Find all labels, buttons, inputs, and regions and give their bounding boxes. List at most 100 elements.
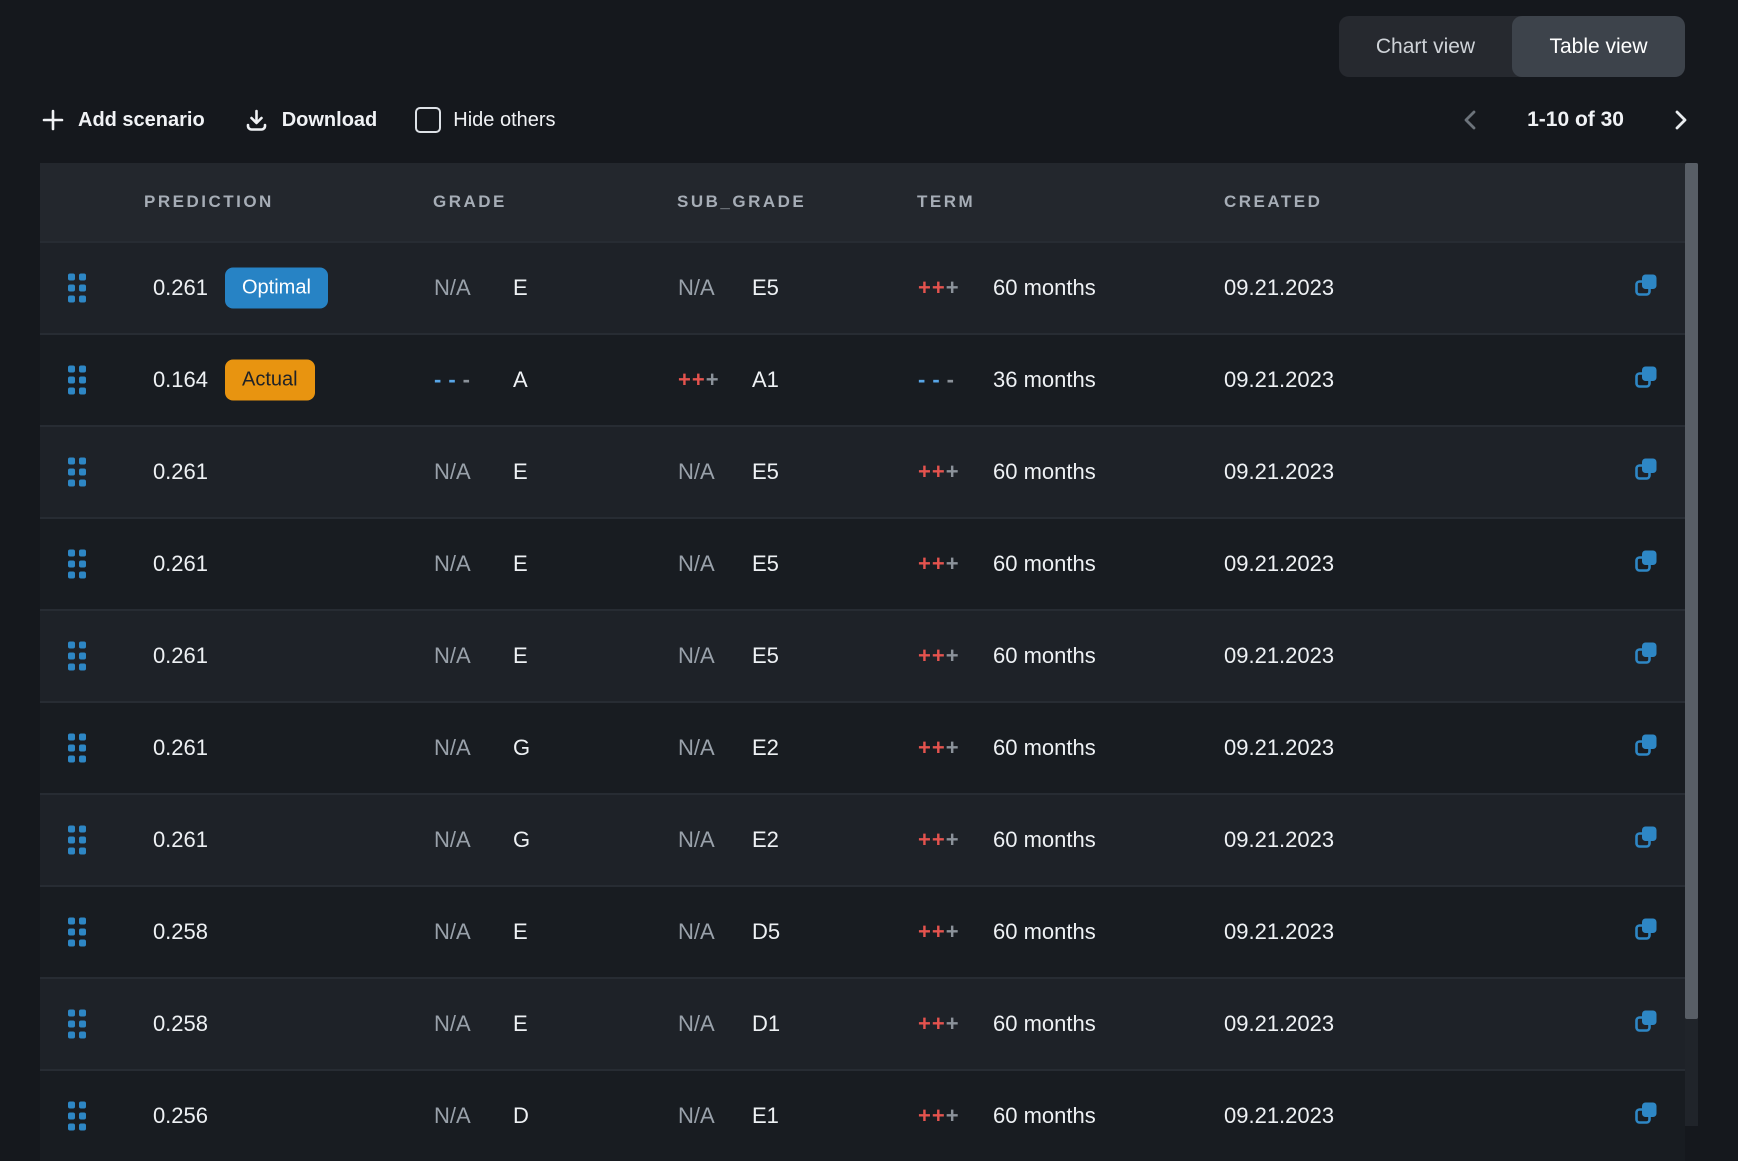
sub-grade-value: E2 <box>752 735 779 760</box>
drag-handle-icon[interactable] <box>68 457 86 487</box>
created-date: 09.21.2023 <box>1224 1103 1335 1128</box>
table-row: 0.258 N/A E N/A D5 + + + 60 months 09.21.2023 <box>40 885 1685 977</box>
na-label: N/A <box>434 827 471 852</box>
column-header-grade: GRADE <box>433 192 507 211</box>
duplicate-row-button[interactable] <box>1632 731 1660 765</box>
duplicate-row-button[interactable] <box>1632 455 1660 489</box>
duplicate-row-button[interactable] <box>1632 547 1660 581</box>
term-value: 60 months <box>993 643 1096 668</box>
grade-value: A <box>513 367 528 392</box>
term-value: 60 months <box>993 827 1096 852</box>
optimal-badge: Optimal <box>225 267 328 309</box>
table-row: 0.164 Actual - - - A + + + A1 - - - 36 months 09.21.20… <box>40 333 1685 425</box>
duplicate-row-button[interactable] <box>1632 823 1660 857</box>
duplicate-icon <box>1635 918 1657 940</box>
scrollbar-thumb[interactable] <box>1685 163 1698 1019</box>
chart-view-tab[interactable]: Chart view <box>1375 34 1476 58</box>
grade-value: E <box>513 643 528 668</box>
plus-indicator-icon: + + + <box>918 735 959 760</box>
prediction-value: 0.261 <box>152 275 208 300</box>
drag-handle-icon[interactable] <box>68 917 86 947</box>
drag-handle-icon[interactable] <box>68 1009 86 1039</box>
na-label: N/A <box>678 827 715 852</box>
created-date: 09.21.2023 <box>1224 551 1335 576</box>
sub-grade-value: D1 <box>752 1011 781 1036</box>
duplicate-icon <box>1635 734 1657 756</box>
duplicate-row-button[interactable] <box>1632 363 1660 397</box>
na-label: N/A <box>678 735 715 760</box>
grade-value: E <box>513 275 528 300</box>
chevron-right-icon <box>1675 110 1687 130</box>
hide-others-checkbox[interactable] <box>415 107 442 133</box>
duplicate-row-button[interactable] <box>1632 1007 1660 1041</box>
download-button[interactable]: Download <box>243 107 377 134</box>
plus-indicator-icon: + + + <box>918 275 959 300</box>
na-label: N/A <box>434 1103 471 1128</box>
duplicate-row-button[interactable] <box>1632 915 1660 949</box>
duplicate-row-button[interactable] <box>1632 639 1660 673</box>
download-icon <box>246 109 267 131</box>
add-scenario-button[interactable]: Add scenario <box>40 107 205 133</box>
table-row: 0.261 N/A E N/A E5 + + + 60 months 09.21.2023 <box>40 425 1685 517</box>
plus-indicator-icon: + + + <box>918 1011 959 1036</box>
grade-value: E <box>513 459 528 484</box>
hide-others-toggle[interactable]: Hide others <box>415 107 556 133</box>
prediction-value: 0.256 <box>152 1103 208 1128</box>
table-row: 0.261 N/A E N/A E5 + + + 60 months 09.21.2023 <box>40 609 1685 701</box>
prev-page-button[interactable] <box>1457 106 1485 134</box>
duplicate-row-button[interactable] <box>1632 271 1660 305</box>
table-row: 0.261 Optimal N/A E N/A E5 + + + 60 months 09.21.2… <box>40 241 1685 333</box>
prediction-value: 0.258 <box>152 1011 208 1036</box>
add-scenario-label: Add scenario <box>78 108 205 131</box>
next-page-button[interactable] <box>1666 106 1694 134</box>
na-label: N/A <box>434 275 471 300</box>
column-header-sub-grade: SUB_GRADE <box>677 192 807 211</box>
term-value: 60 months <box>993 1103 1096 1128</box>
duplicate-icon <box>1635 550 1657 572</box>
na-label: N/A <box>434 919 471 944</box>
drag-handle-icon[interactable] <box>68 641 86 671</box>
drag-handle-icon[interactable] <box>68 365 86 395</box>
term-value: 60 months <box>993 459 1096 484</box>
drag-handle-icon[interactable] <box>68 1101 86 1131</box>
prediction-value: 0.261 <box>152 827 208 852</box>
na-label: N/A <box>434 1011 471 1036</box>
vertical-scrollbar <box>1685 163 1698 1126</box>
na-label: N/A <box>678 1011 715 1036</box>
grade-value: E <box>513 1011 528 1036</box>
created-date: 09.21.2023 <box>1224 735 1335 760</box>
na-label: N/A <box>434 735 471 760</box>
plus-indicator-icon: + + + <box>918 643 959 668</box>
term-value: 60 months <box>993 919 1096 944</box>
na-label: N/A <box>678 1103 715 1128</box>
sub-grade-value: A1 <box>752 367 779 392</box>
table-row: 0.256 N/A D N/A E1 + + + 60 months 09.21.2023 <box>40 1069 1685 1161</box>
table-view-tab[interactable]: Table view <box>1512 16 1685 77</box>
plus-indicator-icon: + + + <box>678 367 719 392</box>
duplicate-icon <box>1635 642 1657 664</box>
na-label: N/A <box>678 551 715 576</box>
pagination-range-label: 1-10 of 30 <box>1527 108 1624 131</box>
sub-grade-value: E5 <box>752 551 779 576</box>
grade-value: D <box>513 1103 529 1128</box>
grade-value: E <box>513 551 528 576</box>
created-date: 09.21.2023 <box>1224 459 1335 484</box>
drag-handle-icon[interactable] <box>68 549 86 579</box>
term-value: 60 months <box>993 551 1096 576</box>
table-row: 0.261 N/A E N/A E5 + + + 60 months 09.21.2023 <box>40 517 1685 609</box>
drag-handle-icon[interactable] <box>68 273 86 303</box>
pagination: 1-10 of 30 <box>1457 98 1694 142</box>
grade-value: E <box>513 919 528 944</box>
prediction-value: 0.164 <box>152 367 208 392</box>
duplicate-row-button[interactable] <box>1632 1099 1660 1133</box>
view-toggle: Chart view Table view <box>1339 16 1685 77</box>
duplicate-icon <box>1635 458 1657 480</box>
column-header-created: CREATED <box>1224 192 1323 211</box>
drag-handle-icon[interactable] <box>68 825 86 855</box>
drag-handle-icon[interactable] <box>68 733 86 763</box>
na-label: N/A <box>678 459 715 484</box>
hide-others-label: Hide others <box>453 108 556 131</box>
term-value: 60 months <box>993 275 1096 300</box>
created-date: 09.21.2023 <box>1224 827 1335 852</box>
table-body: 0.261 Optimal N/A E N/A E5 + + + 60 months 09.21.2… <box>40 241 1685 1161</box>
